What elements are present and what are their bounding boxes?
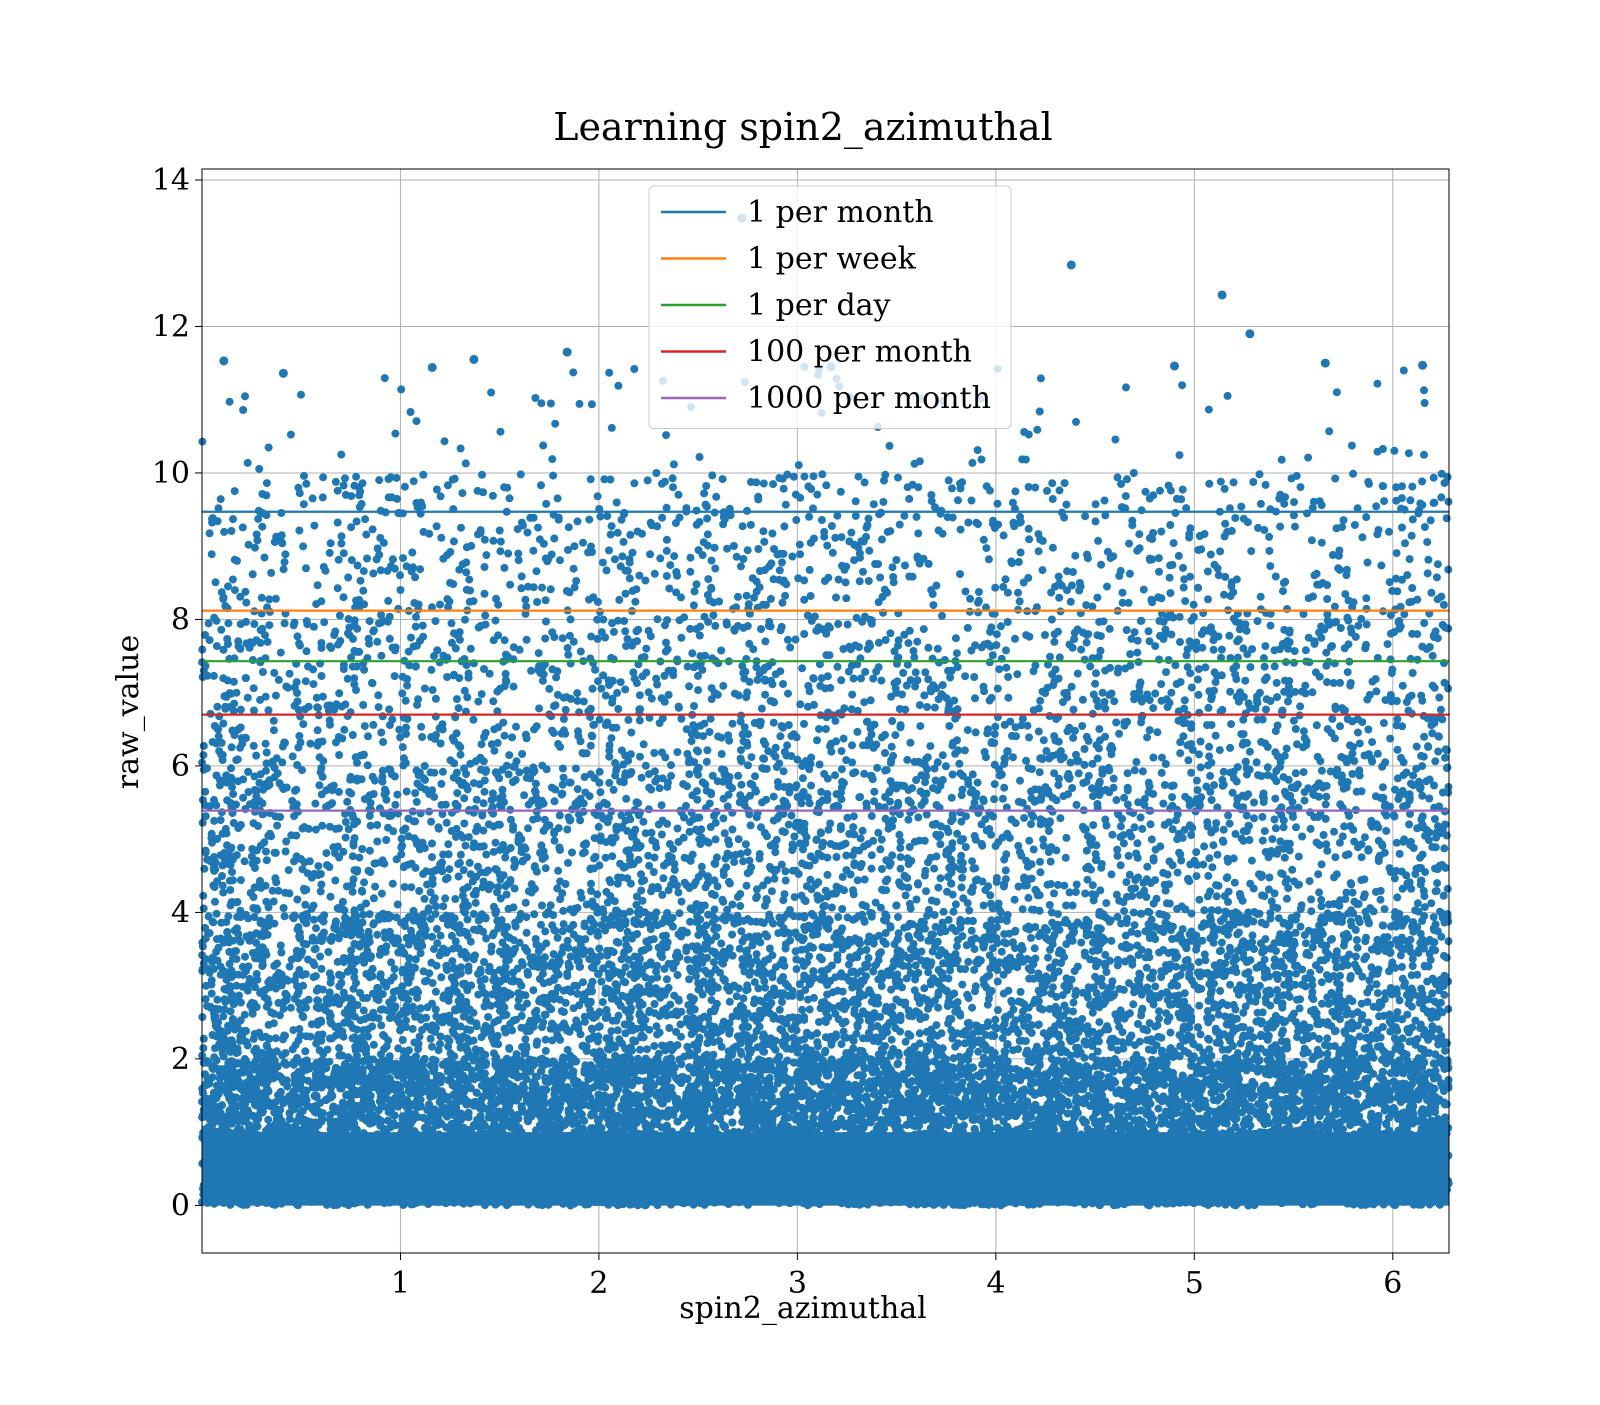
- scatter-point: [264, 1116, 272, 1124]
- chart-title: Learning spin2_azimuthal: [553, 105, 1053, 150]
- scatter-point: [978, 1061, 986, 1069]
- scatter-point: [859, 1071, 867, 1079]
- scatter-point: [1017, 1125, 1025, 1133]
- scatter-point: [579, 1117, 587, 1125]
- scatter-point: [1154, 1105, 1162, 1113]
